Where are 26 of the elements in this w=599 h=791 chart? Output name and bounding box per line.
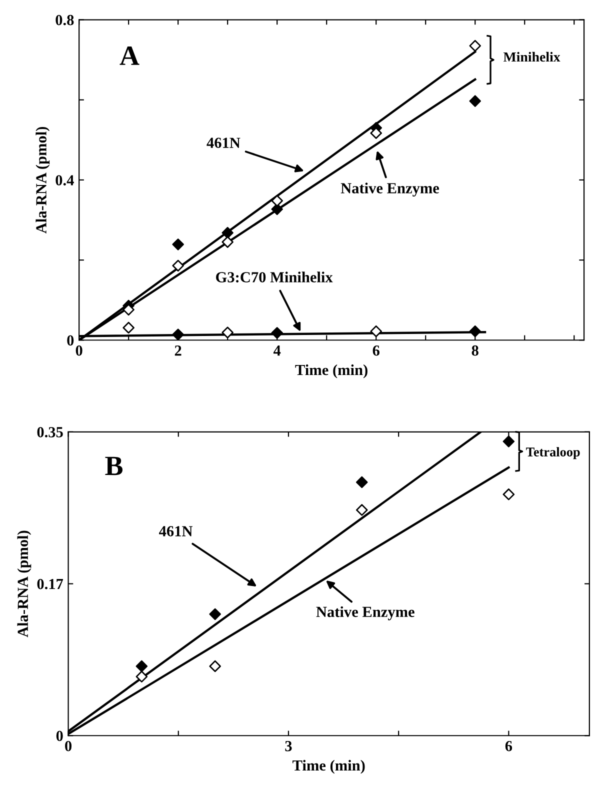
annotation: 461N bbox=[206, 138, 240, 148]
annotation: A bbox=[120, 46, 140, 65]
annotation: G3:C70 Minihelix bbox=[216, 272, 333, 282]
y-tick-label: 0 bbox=[67, 335, 74, 346]
y-tick-label: 0 bbox=[56, 730, 63, 742]
x-tick-label: 2 bbox=[174, 345, 182, 356]
annotation: B bbox=[105, 456, 123, 476]
y-tick-label: 0.4 bbox=[56, 175, 74, 186]
y-axis-title: Ala-RNA (pmol) bbox=[36, 126, 50, 234]
x-axis-title: Time (min) bbox=[295, 364, 368, 378]
x-axis-title: Time (min) bbox=[292, 760, 365, 774]
y-tick-label: 0.8 bbox=[56, 14, 74, 26]
x-tick-label: 4 bbox=[273, 346, 281, 356]
annotation: Minihelix bbox=[503, 52, 560, 62]
x-tick-label: 6 bbox=[372, 345, 380, 356]
annotation: Tetraloop bbox=[526, 447, 580, 460]
y-axis-title: Ala-RNA (pmol) bbox=[17, 530, 32, 638]
x-tick-label: 3 bbox=[285, 740, 292, 752]
annotation: Native Enzyme bbox=[340, 182, 440, 197]
y-tick-label: 0.35 bbox=[37, 427, 63, 438]
annotation: Native Enzyme bbox=[316, 606, 414, 620]
x-tick-label: 0 bbox=[76, 345, 82, 356]
y-tick-label: 0.17 bbox=[37, 578, 64, 590]
x-tick-label: 8 bbox=[472, 345, 478, 356]
x-tick-label: 6 bbox=[505, 740, 512, 752]
annotation: 461N bbox=[159, 526, 193, 536]
